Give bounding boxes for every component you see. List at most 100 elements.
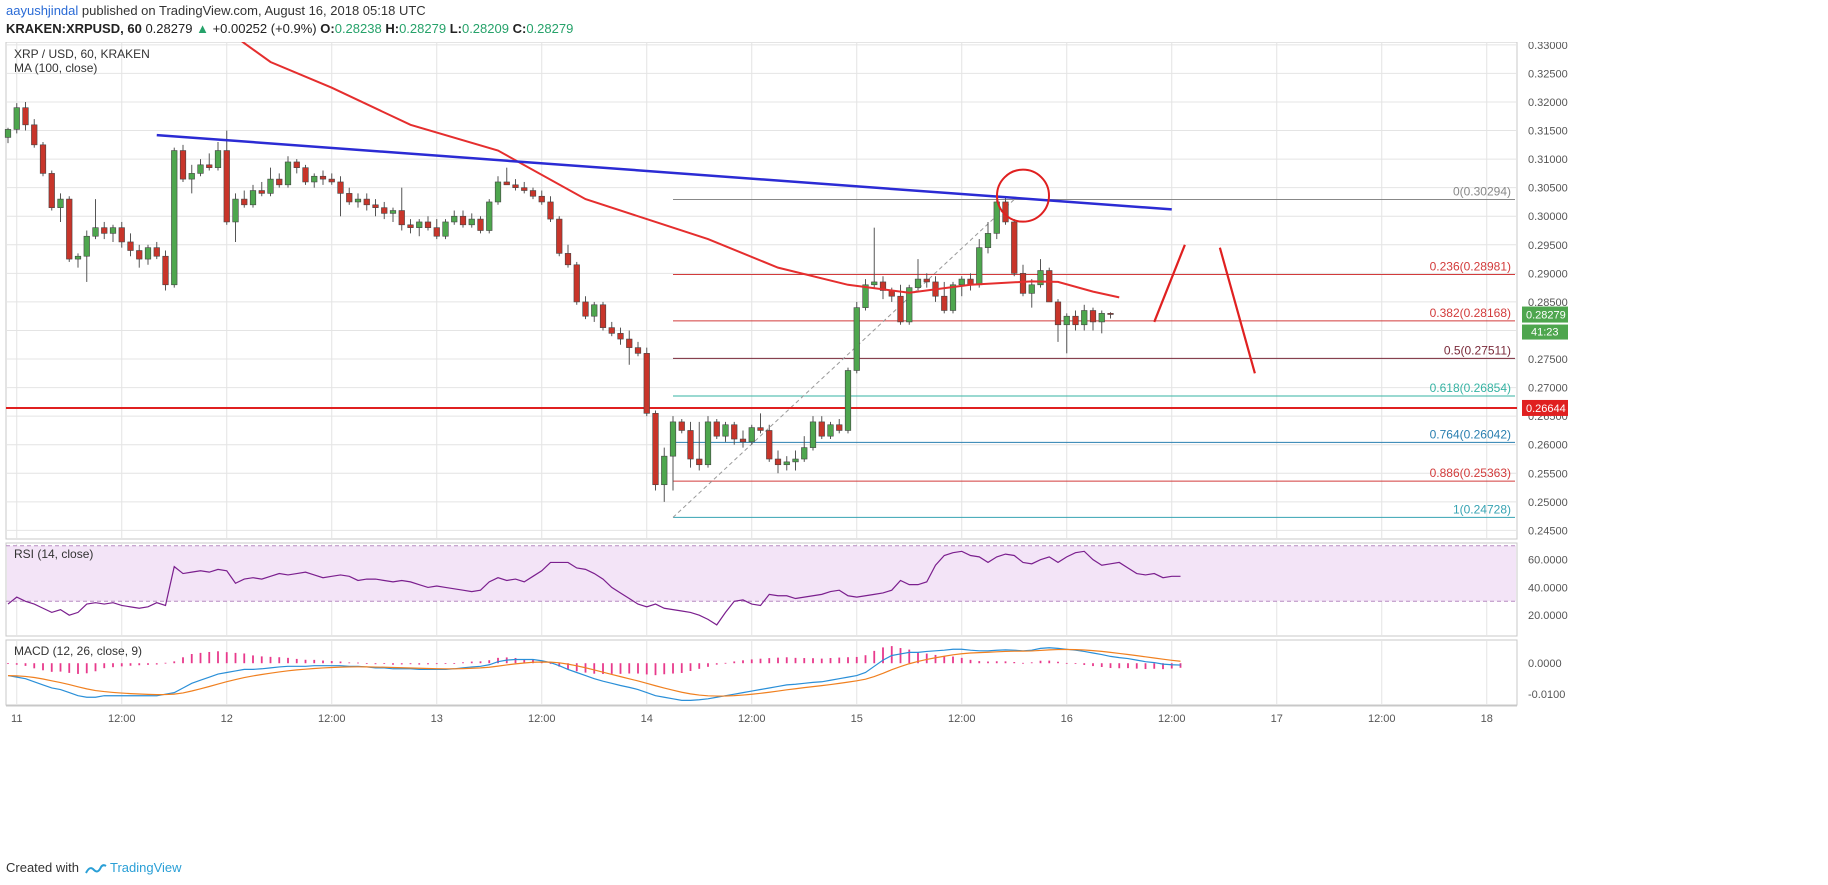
macd-histogram-bar — [759, 658, 762, 664]
resistance-trendline — [156, 133, 1172, 211]
macd-histogram-bar — [532, 659, 534, 664]
macd-histogram-bar — [217, 651, 219, 664]
candle-body — [424, 221, 432, 228]
candle-body — [1081, 310, 1088, 326]
countdown-badge — [1522, 324, 1568, 340]
high-value: 0.28279 — [399, 21, 447, 36]
fib-level-label: 0.764(0.26042) — [1430, 427, 1511, 441]
candle-body — [722, 424, 729, 437]
macd-histogram-bar — [952, 656, 954, 664]
macd-histogram-bar — [803, 658, 806, 664]
candle-body — [564, 253, 572, 266]
macd-histogram-bar — [1153, 663, 1156, 669]
candle-body — [669, 421, 677, 457]
candle-body — [197, 164, 204, 174]
macd-histogram-bar — [715, 663, 718, 665]
macd-histogram-bar — [908, 649, 911, 664]
candle-body — [214, 150, 222, 168]
macd-pane — [5, 639, 1518, 706]
macd-histogram-bar — [829, 658, 832, 664]
candle-body — [634, 347, 642, 354]
y-tick-label: 0.25500 — [1528, 468, 1568, 480]
candle-body — [1028, 284, 1035, 294]
macd-histogram-bar — [917, 652, 919, 664]
macd-histogram-bar — [470, 661, 473, 664]
candle-body — [276, 178, 283, 186]
x-tick-label: 12:00 — [528, 713, 556, 725]
candle-body — [459, 215, 467, 226]
macd-histogram-bar — [435, 663, 438, 665]
y-tick-label: 0.24500 — [1528, 525, 1568, 537]
fib-level-label: 0.618(0.26854) — [1430, 381, 1511, 395]
macd-histogram-bar — [855, 656, 858, 664]
macd-histogram-bar — [882, 647, 884, 664]
candle-body — [1063, 315, 1070, 326]
x-tick-label: 16 — [1061, 713, 1073, 725]
candle-body — [206, 164, 213, 168]
last-price-badge — [1522, 306, 1568, 323]
candle-body — [827, 424, 834, 437]
macd-histogram-bar — [173, 661, 176, 664]
y-tick-label: 0.27500 — [1528, 354, 1568, 366]
x-tick-label: 12:00 — [1368, 713, 1396, 725]
macd-histogram-bar — [15, 663, 18, 665]
candle-body — [652, 413, 659, 486]
candle-body — [696, 458, 703, 466]
forecast-path-line — [1218, 247, 1256, 374]
macd-histogram-bar — [768, 658, 771, 664]
author-link[interactable]: aayushjindal — [6, 3, 79, 18]
macd-histogram-bar — [295, 658, 298, 664]
candle-body — [503, 181, 510, 186]
candle-body — [241, 198, 248, 206]
candle-body — [13, 107, 20, 130]
candle-body — [249, 190, 257, 206]
symbol-summary: KRAKEN:XRPUSD, 60 0.28279 ▲ +0.00252 (+0… — [6, 21, 573, 36]
macd-histogram-bar — [1022, 662, 1024, 664]
created-with-text: Created with — [6, 860, 79, 875]
macd-histogram-bar — [1162, 663, 1164, 670]
candle-body — [346, 193, 353, 203]
y-tick-label: 0.30000 — [1528, 211, 1568, 223]
candle-body — [153, 247, 160, 257]
macd-histogram-bar — [610, 663, 613, 674]
candle-body — [547, 201, 554, 220]
macd-histogram-bar — [1057, 661, 1059, 664]
candle-body — [118, 227, 125, 243]
macd-histogram-bar — [1013, 662, 1016, 664]
macd-histogram-bar — [199, 652, 202, 664]
x-tick-label: 11 — [11, 713, 22, 725]
tradingview-link[interactable]: TradingView — [109, 860, 182, 875]
rsi-y-tick-label: 20.0000 — [1528, 610, 1568, 622]
candle-body — [599, 304, 607, 328]
candle-body — [704, 421, 712, 466]
candle-body — [783, 461, 790, 466]
fib-level-label: 0.382(0.28168) — [1430, 306, 1511, 320]
candle-body — [468, 218, 475, 226]
candle-body — [529, 190, 537, 197]
macd-histogram-bar — [444, 663, 447, 665]
macd-histogram-bar — [890, 646, 893, 664]
chart-canvas[interactable]: 11 12:00 12 12:00 13 12:00 14 12:00 15 12:00 16 12:… — [0, 42, 1828, 852]
macd-histogram-bar — [523, 659, 526, 664]
macd-histogram-bar — [1083, 663, 1086, 665]
candle-body — [521, 187, 528, 191]
candle-body — [897, 295, 904, 323]
macd-histogram-bar — [925, 653, 928, 664]
macd-histogram-bar — [138, 663, 141, 666]
price-pane — [5, 42, 1518, 540]
fib-guide-line — [672, 199, 1015, 518]
macd-histogram-bar — [164, 662, 167, 664]
macd-histogram-bar — [225, 652, 228, 664]
candle-body — [319, 175, 327, 180]
candle-body — [923, 278, 930, 283]
macd-histogram-bar — [365, 663, 368, 665]
macd-histogram-bar — [59, 663, 62, 672]
candle-body — [687, 430, 694, 460]
macd-histogram-bar — [960, 657, 963, 664]
macd-histogram-bar — [488, 660, 491, 664]
macd-histogram-bar — [7, 663, 9, 665]
macd-histogram-bar — [462, 662, 464, 664]
candle-body — [853, 307, 860, 371]
candle-body — [101, 227, 108, 234]
candle-body — [293, 161, 300, 168]
